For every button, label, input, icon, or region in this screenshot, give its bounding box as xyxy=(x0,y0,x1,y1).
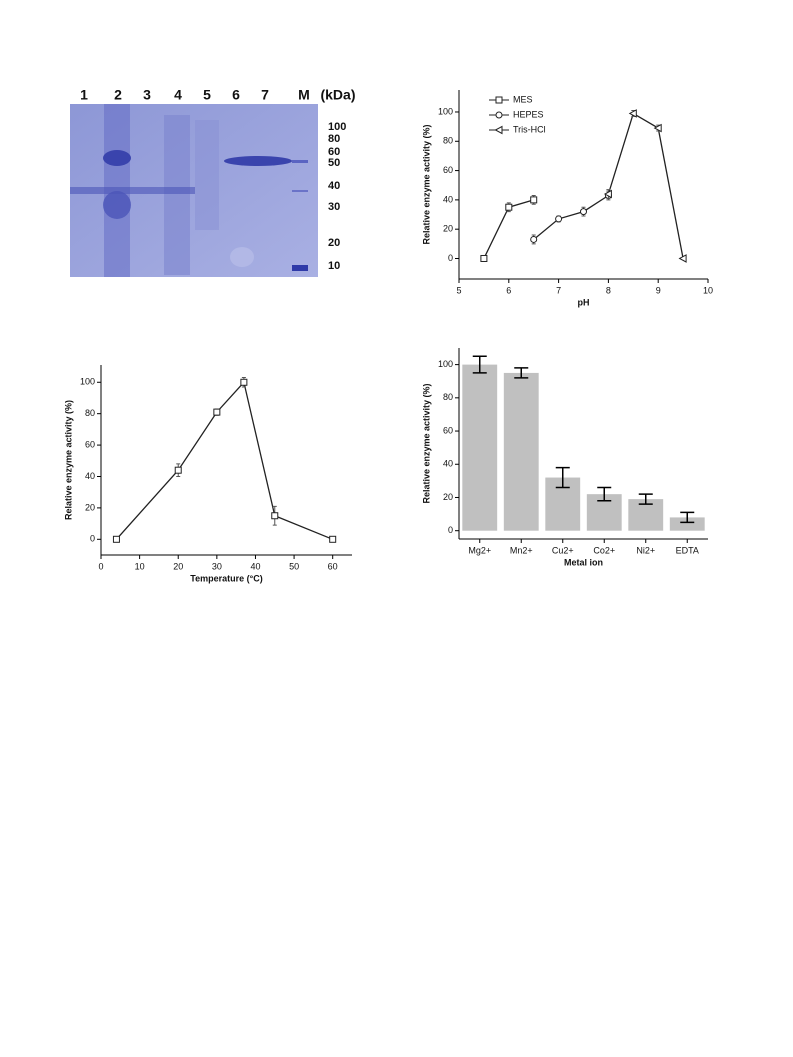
x-tick-label: 20 xyxy=(173,561,183,571)
marker xyxy=(555,215,563,223)
marker xyxy=(678,254,687,263)
error-bar xyxy=(555,466,570,489)
error-bar xyxy=(680,511,695,524)
x-tick-label: 60 xyxy=(328,561,338,571)
y-tick-label: 60 xyxy=(85,439,95,449)
legend-label: HEPES xyxy=(513,109,544,119)
y-tick-label: 20 xyxy=(443,492,453,502)
series-line xyxy=(533,194,609,240)
lane-label: 2 xyxy=(114,87,122,103)
y-tick-label: 0 xyxy=(448,525,453,535)
error-bar xyxy=(597,486,612,502)
y-tick-label: 0 xyxy=(90,534,95,544)
marker xyxy=(653,123,662,133)
y-tick-label: 20 xyxy=(443,224,453,234)
x-tick-label: EDTA xyxy=(676,545,699,555)
lane-label: 1 xyxy=(80,87,88,103)
x-tick-label: 6 xyxy=(506,285,511,295)
marker xyxy=(530,196,538,204)
y-tick-label: 80 xyxy=(85,408,95,418)
legend-symbol xyxy=(495,111,503,119)
x-tick-label: 0 xyxy=(98,561,103,571)
marker xyxy=(213,408,221,416)
lane-label: 7 xyxy=(261,87,269,103)
x-tick-label: 40 xyxy=(250,561,260,571)
bar xyxy=(462,364,498,531)
lane-label: 4 xyxy=(174,87,182,103)
y-axis-title: Relative enzyme activity (%) xyxy=(63,400,73,520)
y-tick-label: 20 xyxy=(85,502,95,512)
lane-label: M xyxy=(298,87,310,103)
y-tick-label: 100 xyxy=(438,106,453,116)
y-axis-title: Relative enzyme activity (%) xyxy=(421,124,431,244)
bar xyxy=(669,517,705,531)
y-tick-label: 60 xyxy=(443,425,453,435)
x-tick-label: 7 xyxy=(556,285,561,295)
y-tick-label: 80 xyxy=(443,136,453,146)
marker-label: 60 xyxy=(328,146,340,158)
y-tick-label: 100 xyxy=(80,377,95,387)
marker-label: 100 xyxy=(328,121,346,133)
y-tick-label: 80 xyxy=(443,392,453,402)
series-line xyxy=(607,112,684,259)
y-axis-title: Relative enzyme activity (%) xyxy=(421,383,431,503)
x-axis-title: Metal ion xyxy=(564,557,603,567)
error-bar xyxy=(638,493,653,505)
marker xyxy=(505,203,513,211)
lane-label: 3 xyxy=(143,87,151,103)
x-axis-title: Temperature (°C) xyxy=(190,573,262,583)
x-tick-label: Mn2+ xyxy=(510,545,533,555)
x-tick-label: Mg2+ xyxy=(468,545,491,555)
x-tick-label: 30 xyxy=(212,561,222,571)
y-tick-label: 40 xyxy=(85,471,95,481)
legend-symbol xyxy=(494,125,503,135)
marker xyxy=(580,208,587,216)
x-tick-label: 50 xyxy=(289,561,299,571)
x-tick-label: 8 xyxy=(606,285,611,295)
marker-label: 80 xyxy=(328,133,340,145)
y-tick-label: 40 xyxy=(443,459,453,469)
y-tick-label: 40 xyxy=(443,194,453,204)
y-tick-label: 0 xyxy=(448,253,453,263)
x-axis-title: pH xyxy=(578,297,590,307)
marker xyxy=(628,109,637,118)
legend-label: MES xyxy=(513,94,533,104)
x-tick-label: 9 xyxy=(656,285,661,295)
y-tick-label: 100 xyxy=(438,359,453,369)
marker-label: 50 xyxy=(328,157,340,169)
error-bar xyxy=(472,355,487,374)
lane-label: 5 xyxy=(203,87,211,103)
series-line xyxy=(115,380,333,540)
x-tick-label: Ni2+ xyxy=(636,545,655,555)
marker xyxy=(271,512,279,520)
marker xyxy=(240,378,248,386)
x-tick-label: Co2+ xyxy=(593,545,615,555)
marker-label: 40 xyxy=(328,180,340,192)
lane-label: (kDa) xyxy=(320,87,355,103)
x-tick-label: Cu2+ xyxy=(552,545,574,555)
marker xyxy=(530,235,538,243)
marker xyxy=(480,254,488,262)
error-bar xyxy=(514,367,529,379)
lane-label: 6 xyxy=(232,87,240,103)
x-tick-label: 5 xyxy=(456,285,461,295)
gel-image xyxy=(70,104,318,277)
marker-label: 10 xyxy=(328,260,340,272)
marker xyxy=(329,535,337,543)
marker-label: 30 xyxy=(328,201,340,213)
marker-label: 20 xyxy=(328,237,340,249)
marker xyxy=(174,466,182,474)
bar xyxy=(503,372,539,531)
marker xyxy=(603,189,612,199)
legend-label: Tris-HCl xyxy=(513,124,546,134)
x-tick-label: 10 xyxy=(135,561,145,571)
marker xyxy=(112,535,120,543)
x-tick-label: 10 xyxy=(703,285,713,295)
legend-symbol xyxy=(495,96,503,104)
y-tick-label: 60 xyxy=(443,165,453,175)
